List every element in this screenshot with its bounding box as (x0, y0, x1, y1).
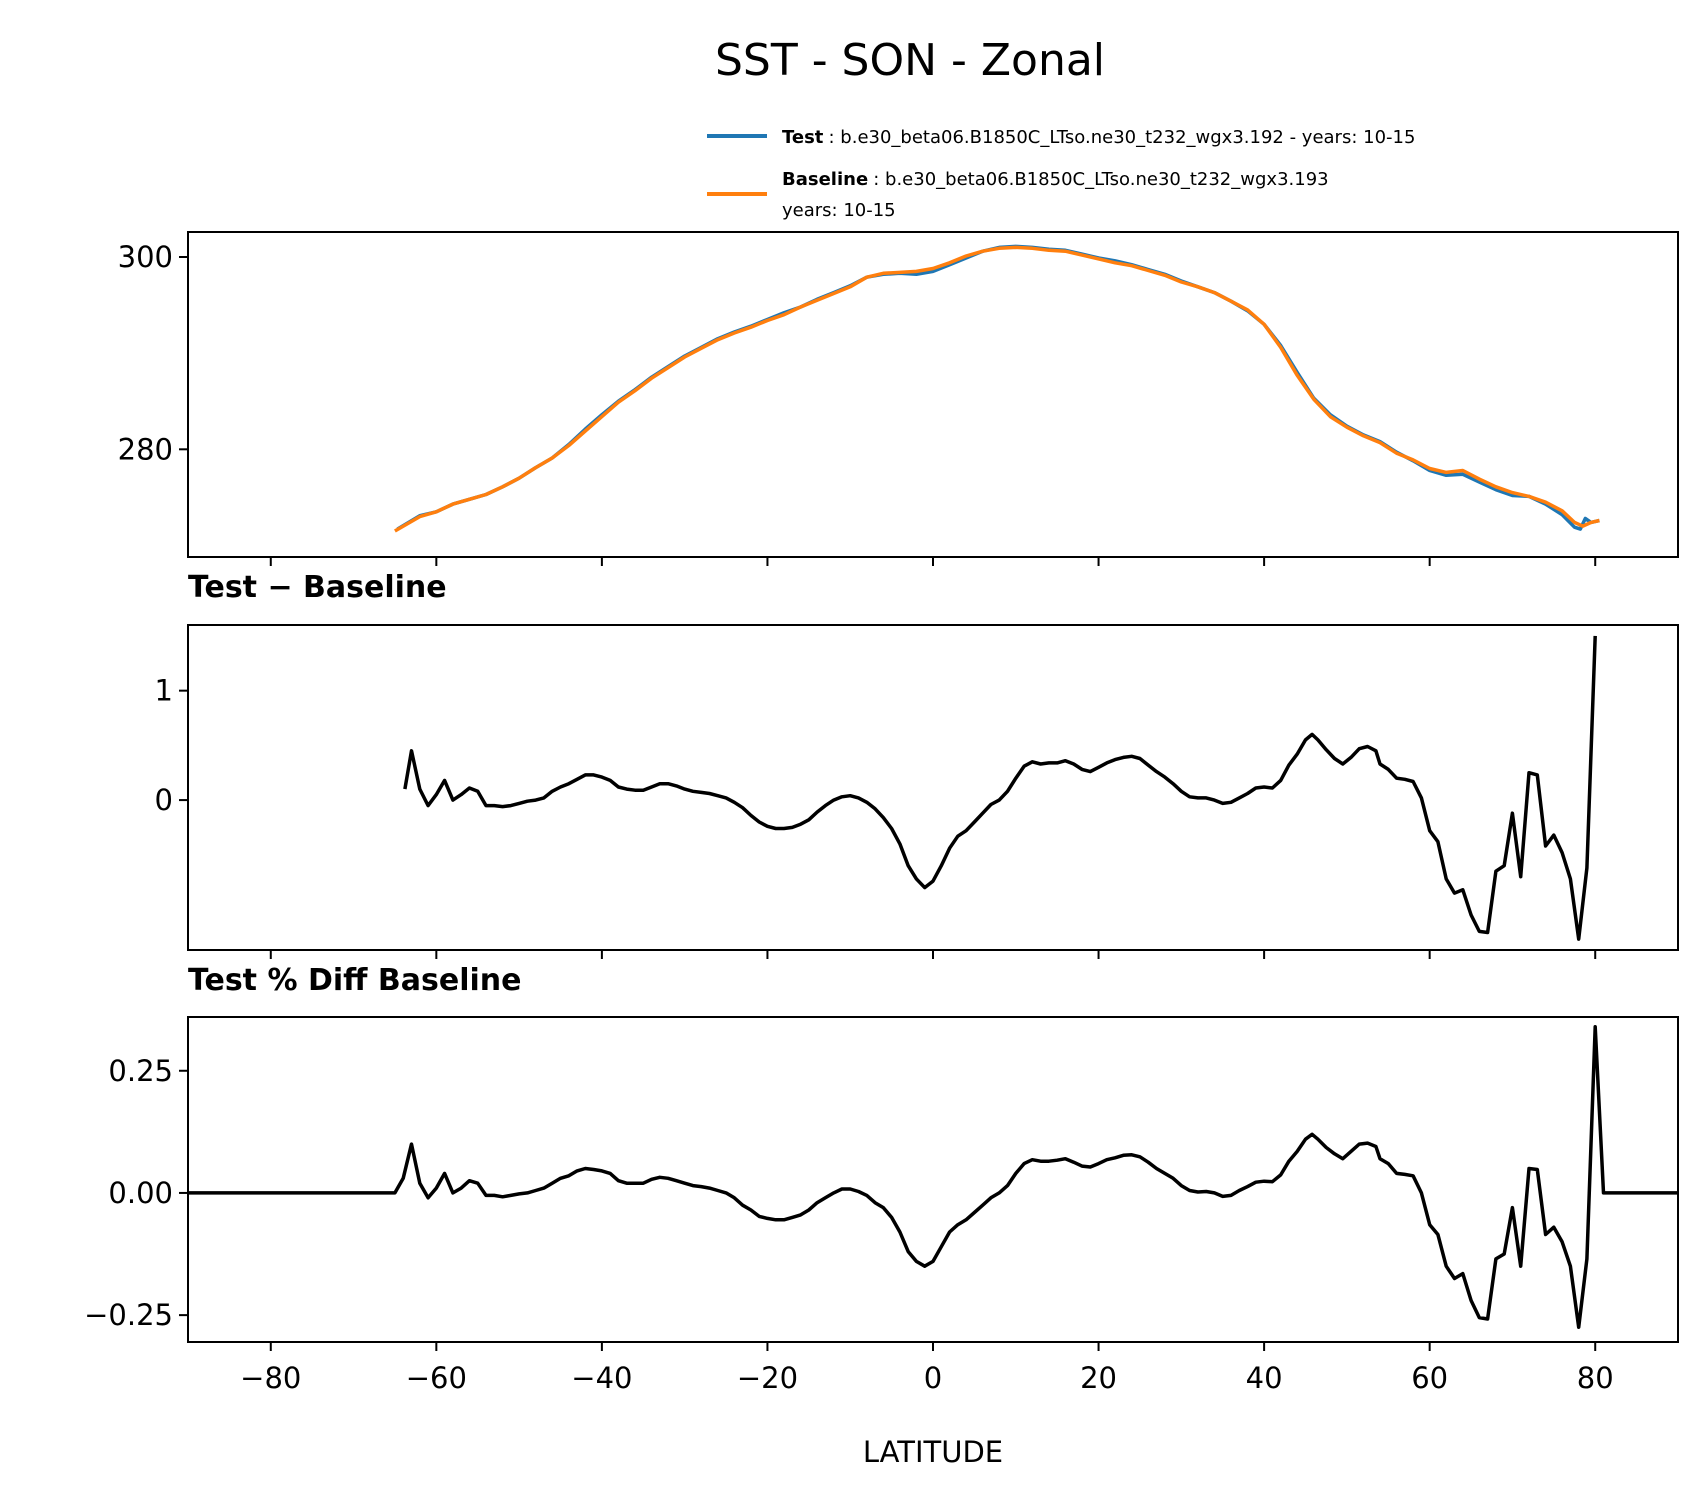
x-tick-label: 60 (1411, 1361, 1448, 1395)
pct-panel-title: Test % Diff Baseline (188, 963, 522, 998)
values-y-tick-label: 300 (118, 240, 173, 274)
values-lines (394, 244, 1600, 533)
difference-y-tick-label: 0 (155, 783, 173, 817)
percent-difference-lines (188, 1025, 1678, 1330)
legend-baseline-name: Baseline (782, 169, 868, 190)
x-tick-label: 40 (1246, 1361, 1283, 1395)
values-y-tick-label: 280 (118, 432, 173, 466)
difference-lines (403, 635, 1597, 941)
x-tick-label: −80 (240, 1361, 301, 1395)
percent-difference-y-tick-label: −0.25 (84, 1298, 173, 1332)
panel-percent-difference: −80 −60 −40 −20 0 20 40 60 80 −0.25 0.00 0.25 (84, 1016, 1679, 1395)
x-tick-label: −20 (737, 1361, 798, 1395)
legend-test-desc: : b.e30_beta06.B1850C_LTso.ne30_t232_wgx… (829, 127, 1416, 148)
percent-difference-ticks: −80 −60 −40 −20 0 20 40 60 80 −0.25 0.00 0.25 (84, 1054, 1614, 1395)
percent-difference-y-tick-label: 0.00 (108, 1176, 173, 1210)
x-tick-label: 0 (924, 1361, 942, 1395)
x-tick-label: 80 (1577, 1361, 1614, 1395)
diff-panel-title: Test − Baseline (188, 570, 447, 605)
difference-ticks: 01 (155, 674, 1597, 959)
difference-y-tick-label: 1 (155, 674, 173, 708)
legend-test-entry: Test : b.e30_beta06.B1850C_LTso.ne30_t23… (782, 127, 1415, 148)
legend-baseline-desc2: years: 10-15 (782, 200, 896, 221)
panel-difference: 01 (155, 624, 1679, 959)
legend: Test : b.e30_beta06.B1850C_LTso.ne30_t23… (707, 127, 1415, 221)
legend-baseline-desc: : b.e30_beta06.B1850C_LTso.ne30_t232_wgx… (873, 169, 1328, 190)
values-ticks: 280 300 (118, 240, 1597, 566)
x-tick-label: −40 (571, 1361, 632, 1395)
values-series-baseline (394, 245, 1600, 533)
difference-series-test-baseline (403, 635, 1597, 941)
percent-difference-series-test-diff-baseline (188, 1025, 1678, 1330)
x-tick-label: 20 (1080, 1361, 1117, 1395)
panel-values: 280 300 (118, 231, 1679, 566)
x-tick-label: −60 (406, 1361, 467, 1395)
legend-test-name: Test (782, 127, 824, 148)
legend-baseline-entry: Baseline : b.e30_beta06.B1850C_LTso.ne30… (782, 169, 1329, 190)
chart-title: SST - SON - Zonal (715, 35, 1105, 86)
x-axis-label: LATITUDE (863, 1435, 1003, 1469)
percent-difference-y-tick-label: 0.25 (108, 1054, 173, 1088)
